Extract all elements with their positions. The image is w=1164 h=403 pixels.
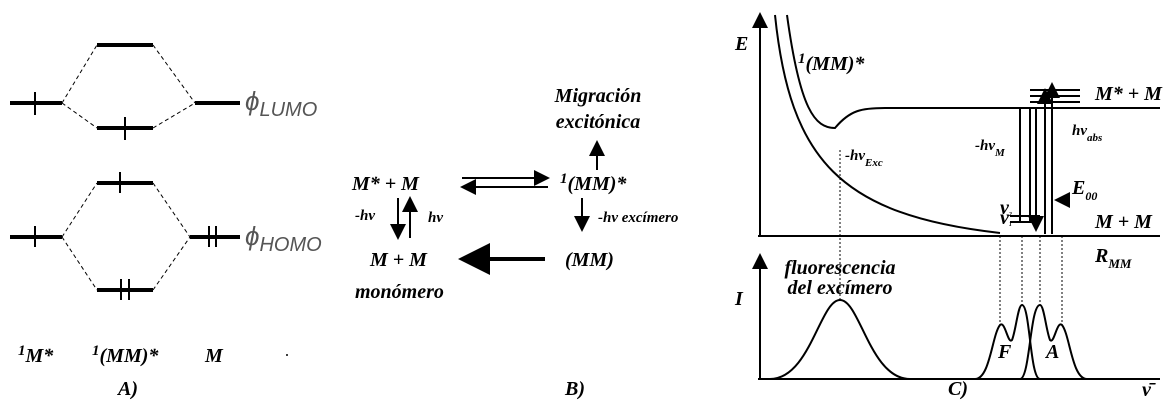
migration-label: Migración	[554, 85, 642, 107]
axis-label: ν̄	[1142, 379, 1156, 401]
lumo-label: ϕLUMO	[245, 86, 317, 121]
transition-label: hvabs	[1072, 123, 1102, 144]
subscript: abs	[1087, 132, 1102, 144]
band-label: fluorescencia	[784, 257, 895, 279]
process-label: -hv	[355, 208, 375, 224]
vib-level: v1	[1000, 207, 1012, 229]
label: -hv	[845, 148, 865, 164]
axis-label: I	[734, 288, 744, 310]
label: (MM)*	[806, 53, 866, 75]
axis-label: E	[734, 33, 748, 55]
band-label: A	[1044, 341, 1059, 363]
species: 1(MM)*	[560, 171, 627, 195]
subscript: Exc	[864, 157, 883, 169]
column-label: M	[204, 345, 224, 367]
transition-label: -hvExc	[845, 148, 883, 169]
subscript: MM	[1107, 256, 1132, 271]
transition-label: -hvM	[975, 138, 1006, 159]
label: R	[1094, 245, 1108, 267]
axis-label: RMM	[1094, 245, 1132, 271]
label: hv	[1072, 123, 1087, 139]
superscript: 1	[798, 51, 806, 67]
band-label: F	[997, 341, 1012, 363]
label: (MM)*	[568, 173, 628, 195]
level-label: M + M	[1094, 211, 1153, 233]
label: -hv	[975, 138, 995, 154]
energy-gap-label: E00	[1071, 177, 1097, 203]
panel-a: ϕLUMO ϕHOMO 1M* 1(MM)* M A)	[10, 43, 322, 400]
subscript: LUMO	[259, 99, 317, 121]
species: (MM)	[565, 249, 614, 271]
curve-label: 1(MM)*	[798, 51, 865, 75]
symbol: ϕ	[245, 86, 259, 116]
label: v	[1000, 207, 1010, 229]
process-label: hv	[428, 210, 443, 226]
subscript: HOMO	[259, 234, 321, 256]
panel-label: B)	[564, 378, 585, 400]
label: v	[1000, 197, 1010, 219]
panel-label: C)	[948, 378, 968, 400]
column-label: 1(MM)*	[92, 343, 159, 367]
label: (MM)*	[100, 345, 160, 367]
panel-label: A)	[116, 378, 138, 400]
label: M*	[25, 345, 55, 367]
species: M* + M	[351, 173, 420, 195]
vib-level: v2	[1000, 197, 1012, 219]
subscript: 2	[1008, 212, 1012, 218]
panel-c: E 1(MM)* M* + M -hvExc -hvM hvabs E00 v2…	[734, 12, 1163, 401]
homo-label: ϕHOMO	[245, 221, 322, 256]
superscript: 1	[92, 343, 100, 359]
subscript: 1	[1009, 222, 1012, 228]
process-label: -hv excímero	[598, 210, 678, 226]
level-label: M* + M	[1094, 83, 1163, 105]
subscript: M	[994, 147, 1006, 159]
symbol: ϕ	[245, 221, 259, 251]
species: M + M	[369, 249, 428, 271]
panel-b: Migración excitónica M* + M 1(MM)* -hv e…	[351, 85, 678, 400]
label: E	[1071, 177, 1085, 199]
monomer-label: monómero	[355, 281, 444, 303]
superscript: 1	[18, 343, 26, 359]
band-label: del excímero	[788, 277, 893, 299]
subscript: 00	[1085, 189, 1097, 203]
migration-label: excitónica	[556, 111, 640, 133]
column-label: 1M*	[18, 343, 54, 367]
superscript: 1	[560, 171, 568, 187]
